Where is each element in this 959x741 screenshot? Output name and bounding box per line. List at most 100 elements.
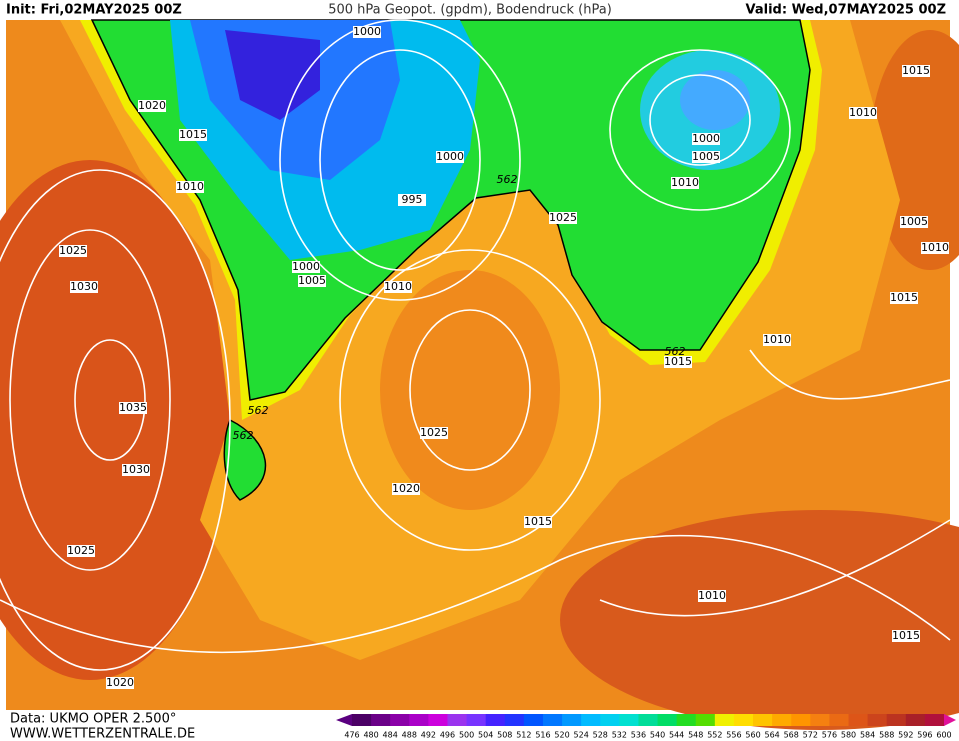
isobar-label: 1025 <box>59 244 87 257</box>
legend-label: 568 <box>784 731 799 740</box>
label-box <box>298 275 326 287</box>
legend-label: 536 <box>631 731 646 740</box>
label-box <box>671 177 699 189</box>
legend-swatch <box>733 714 754 726</box>
label-box <box>763 334 791 346</box>
isobar-label: 1000 <box>292 260 320 273</box>
legend-swatch <box>523 714 544 726</box>
isobar-label: 1000 <box>353 25 381 38</box>
legend-swatch <box>638 714 659 726</box>
legend-label: 556 <box>726 731 741 740</box>
legend-swatch <box>867 714 888 726</box>
map-title: 500 hPa Geopot. (gpdm), Bodendruck (hPa) <box>328 3 612 18</box>
isobar-label: 1010 <box>763 333 791 346</box>
field-green <box>223 418 267 501</box>
init-time: Init: Fri,02MAY2025 00Z <box>6 3 182 18</box>
legend-label: 564 <box>764 731 779 740</box>
label-box <box>138 100 166 112</box>
map-area <box>0 19 959 730</box>
isobar-label: 1015 <box>664 355 692 368</box>
legend-swatch <box>409 714 429 726</box>
label-box <box>890 292 918 304</box>
legend-label: 520 <box>554 731 569 740</box>
label-box <box>106 677 134 689</box>
isobar-label: 1020 <box>106 676 134 689</box>
isobar-label: 1035 <box>119 401 147 414</box>
isobar-label: 1000 <box>692 132 720 145</box>
legend-swatch <box>657 714 678 726</box>
label-box <box>119 402 147 414</box>
legend-label: 512 <box>516 731 531 740</box>
field-blue <box>680 70 750 130</box>
legend-swatch <box>695 714 716 726</box>
legend-swatch <box>447 714 468 726</box>
isobar-label: 1025 <box>67 544 95 557</box>
legend-label: 548 <box>688 731 703 740</box>
isobar-label: 1015 <box>902 64 930 77</box>
label-box <box>176 181 204 193</box>
legend-arrow <box>336 714 352 726</box>
legend-label: 496 <box>440 731 455 740</box>
isobar-label: 1010 <box>921 241 949 254</box>
label-box <box>353 26 381 38</box>
legend-swatch <box>371 714 391 726</box>
legend-swatch <box>581 714 601 726</box>
legend-swatch <box>562 714 582 726</box>
legend-swatch <box>810 714 830 726</box>
label-box <box>698 590 726 602</box>
legend-label: 528 <box>593 731 608 740</box>
legend-swatch <box>600 714 620 726</box>
legend-swatch <box>791 714 811 726</box>
legend-swatch <box>829 714 850 726</box>
isobar-label: 1020 <box>392 482 420 495</box>
isobar-label: 1000 <box>436 150 464 163</box>
label-box <box>900 216 928 228</box>
isobar-label: 1005 <box>298 274 326 287</box>
isobar-label: 1015 <box>179 128 207 141</box>
legend-swatch <box>504 714 525 726</box>
label-box <box>70 281 98 293</box>
isobars <box>0 19 951 671</box>
legend-swatch <box>924 714 945 726</box>
label-box <box>436 151 464 163</box>
legend-swatch <box>390 714 410 726</box>
height-label: 562 <box>665 345 686 358</box>
legend-swatch <box>772 714 792 726</box>
isobar-label: 1015 <box>890 291 918 304</box>
isobar-label: 1010 <box>849 106 877 119</box>
label-box <box>384 281 412 293</box>
label-box <box>67 545 95 557</box>
legend-label: 576 <box>822 731 837 740</box>
legend-label: 492 <box>421 731 436 740</box>
field-deep <box>225 30 320 120</box>
legend-swatch <box>619 714 639 726</box>
isobar-label: 1010 <box>176 180 204 193</box>
legend-swatch <box>542 714 563 726</box>
label-box <box>59 245 87 257</box>
legend-swatch <box>886 714 907 726</box>
label-box <box>420 427 448 439</box>
legend-swatch <box>905 714 926 726</box>
legend-swatch <box>352 714 372 726</box>
label-box <box>849 107 877 119</box>
isobar-label: 1015 <box>524 515 552 528</box>
legend-label: 560 <box>745 731 760 740</box>
isobar-label: 1030 <box>122 463 150 476</box>
label-box <box>179 129 207 141</box>
label-box <box>524 516 552 528</box>
legend-label: 596 <box>917 731 932 740</box>
legend-label: 580 <box>841 731 856 740</box>
label-box <box>902 65 930 77</box>
isobar-label: 1005 <box>692 150 720 163</box>
legend-label: 592 <box>898 731 913 740</box>
isobar-label: 1025 <box>420 426 448 439</box>
legend-swatch <box>848 714 869 726</box>
label-box <box>921 242 949 254</box>
field-ridge <box>380 270 560 510</box>
legend-label: 524 <box>574 731 589 740</box>
legend-label: 552 <box>707 731 722 740</box>
color-legend: 476 480 484 488 492 496 500 504 508 512 516 520 524 5… <box>336 714 956 740</box>
legend-swatch <box>485 714 506 726</box>
